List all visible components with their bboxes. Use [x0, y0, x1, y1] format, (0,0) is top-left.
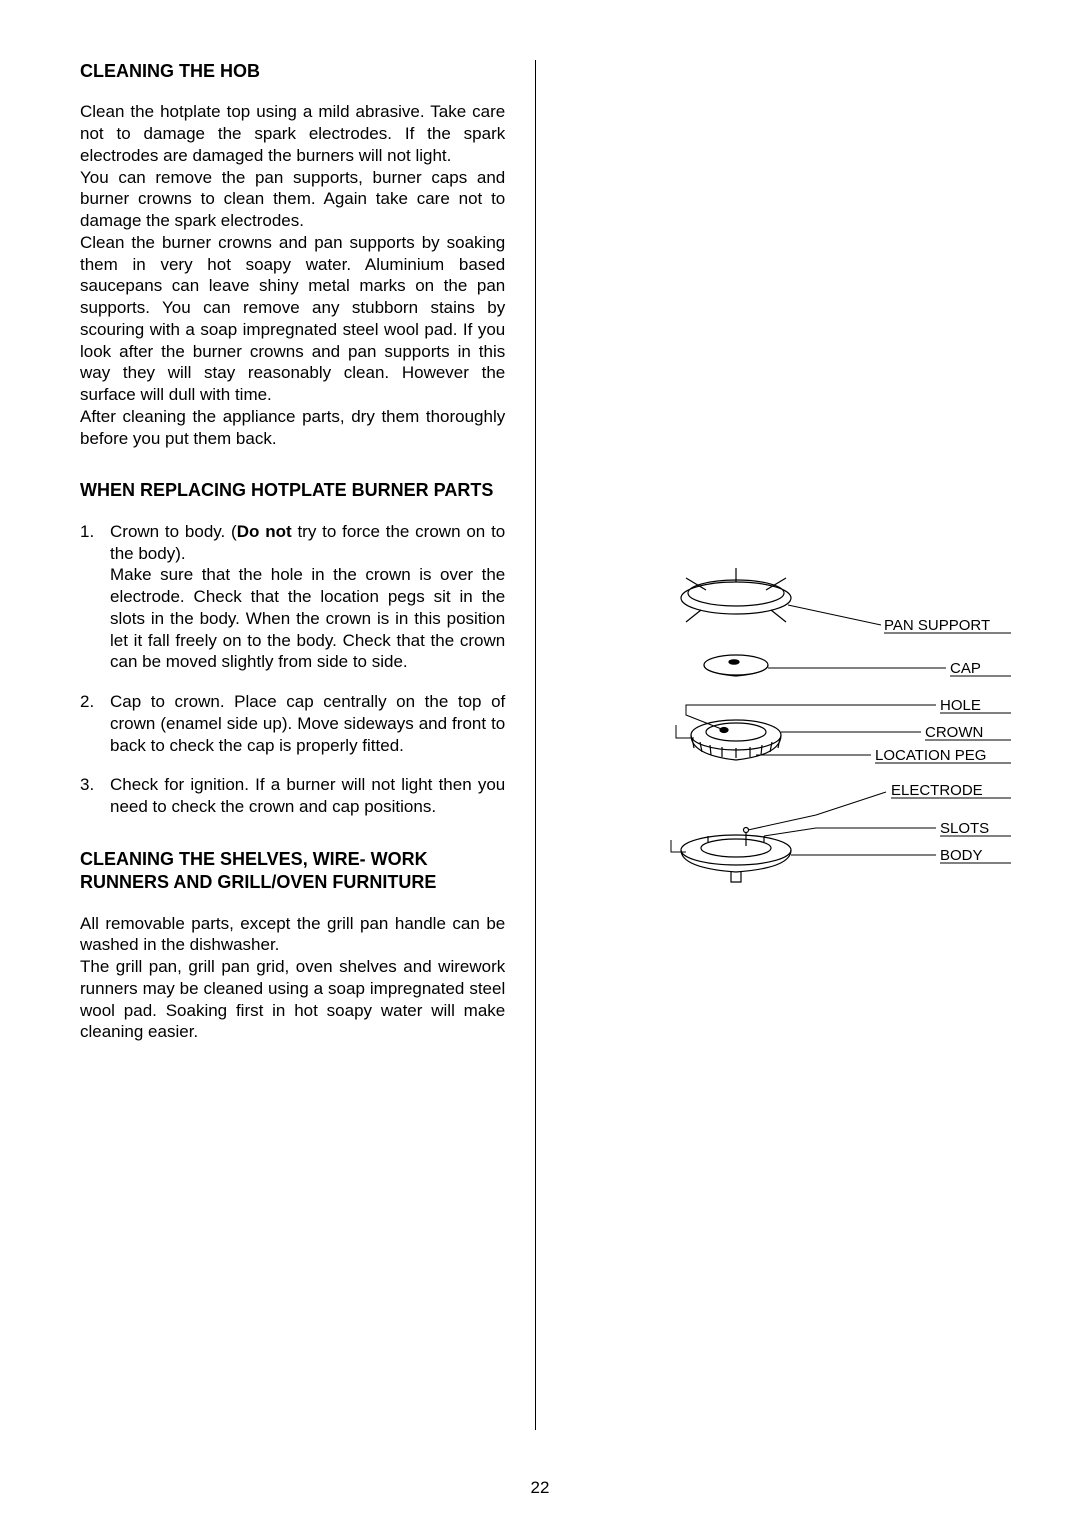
two-column-layout: CLEANING THE HOB Clean the hotplate top …: [80, 60, 1000, 1430]
section-cleaning-hob: CLEANING THE HOB Clean the hotplate top …: [80, 60, 505, 449]
body-icon: [681, 828, 791, 883]
label-crown: CROWN: [925, 724, 983, 741]
page-number: 22: [0, 1478, 1080, 1498]
text-run: Make sure that the hole in the crown is …: [110, 565, 505, 671]
list-text: Cap to crown. Place cap centrally on the…: [110, 691, 505, 756]
list-item: 3. Check for ignition. If a burner will …: [80, 774, 505, 818]
crown-icon: [691, 720, 781, 760]
list-text: Check for ignition. If a burner will not…: [110, 774, 505, 818]
burner-diagram: PAN SUPPORT CAP: [616, 560, 1036, 945]
label-pan-support: PAN SUPPORT: [884, 617, 990, 634]
page: CLEANING THE HOB Clean the hotplate top …: [0, 0, 1080, 1528]
paragraph: You can remove the pan supports, burner …: [80, 167, 505, 232]
list-item: 1. Crown to body. (Do not try to force t…: [80, 521, 505, 673]
list-number: 1.: [80, 521, 110, 673]
pan-support-icon: [681, 568, 791, 622]
section-replacing-parts: WHEN REPLACING HOTPLATE BURNER PARTS 1. …: [80, 479, 505, 817]
list-number: 3.: [80, 774, 110, 818]
list-item: 2. Cap to crown. Place cap centrally on …: [80, 691, 505, 756]
paragraph: Clean the hotplate top using a mild abra…: [80, 101, 505, 166]
cap-icon: [704, 655, 768, 676]
numbered-list: 1. Crown to body. (Do not try to force t…: [80, 521, 505, 818]
label-cap: CAP: [950, 660, 981, 677]
label-slots: SLOTS: [940, 820, 989, 837]
label-location-peg: LOCATION PEG: [875, 747, 986, 764]
burner-diagram-svg: PAN SUPPORT CAP: [616, 560, 1036, 940]
label-hole: HOLE: [940, 697, 981, 714]
paragraph: The grill pan, grill pan grid, oven shel…: [80, 956, 505, 1043]
paragraph: Clean the burner crowns and pan supports…: [80, 232, 505, 406]
paragraph: All removable parts, except the grill pa…: [80, 913, 505, 957]
heading-cleaning-hob: CLEANING THE HOB: [80, 60, 505, 83]
label-electrode: ELECTRODE: [891, 782, 983, 799]
list-number: 2.: [80, 691, 110, 756]
text-run: Crown to body. (: [110, 522, 237, 541]
section-cleaning-shelves: CLEANING THE SHELVES, WIRE- WORK RUNNERS…: [80, 848, 505, 1043]
heading-cleaning-shelves: CLEANING THE SHELVES, WIRE- WORK RUNNERS…: [80, 848, 505, 895]
label-body: BODY: [940, 847, 983, 864]
right-column: PAN SUPPORT CAP: [535, 60, 1000, 1430]
heading-replacing-parts: WHEN REPLACING HOTPLATE BURNER PARTS: [80, 479, 505, 502]
left-column: CLEANING THE HOB Clean the hotplate top …: [80, 60, 535, 1430]
paragraph: After cleaning the appliance parts, dry …: [80, 406, 505, 450]
list-text: Crown to body. (Do not try to force the …: [110, 521, 505, 673]
bold-text: Do not: [237, 522, 292, 541]
